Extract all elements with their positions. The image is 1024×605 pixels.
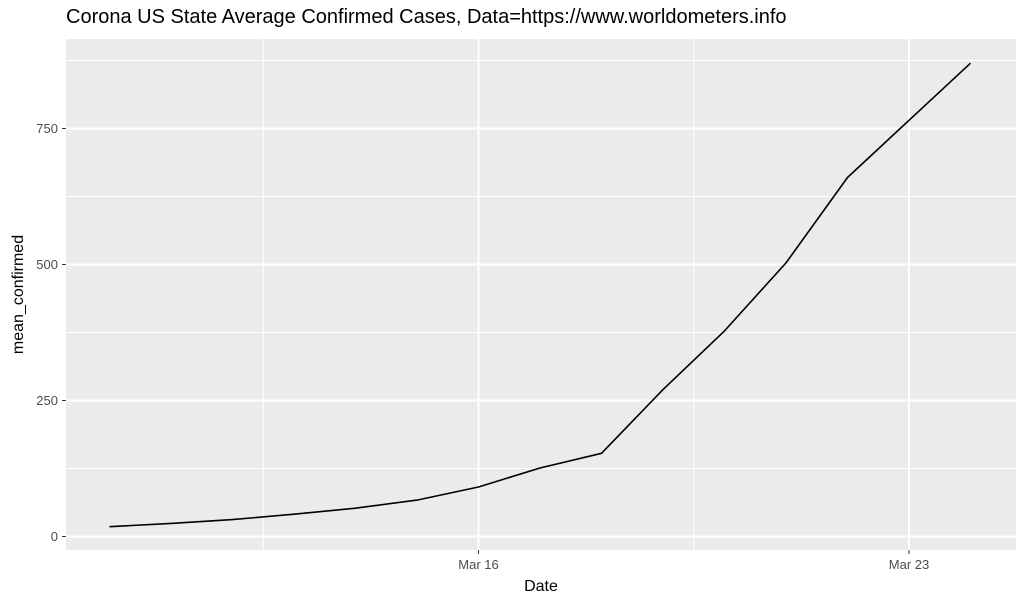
y-tick-label-1: 250 [36,393,58,408]
plot-panel [66,39,1016,550]
y-tick-label-3: 750 [36,121,58,136]
x-axis-title: Date [524,578,558,595]
series-line-0 [109,62,972,528]
x-tick-label-0: Mar 16 [458,557,498,572]
x-tick-label-1: Mar 23 [889,557,929,572]
y-tick-label-2: 500 [36,257,58,272]
chart-title: Corona US State Average Confirmed Cases,… [66,6,787,28]
series-layer [109,62,972,528]
axes-layer: 0 250 500 750 Mar 16 Mar 23 [36,121,929,572]
y-tick-label-0: 0 [51,529,58,544]
major-gridlines [66,39,1016,550]
y-axis-title: mean_confirmed [10,235,27,354]
